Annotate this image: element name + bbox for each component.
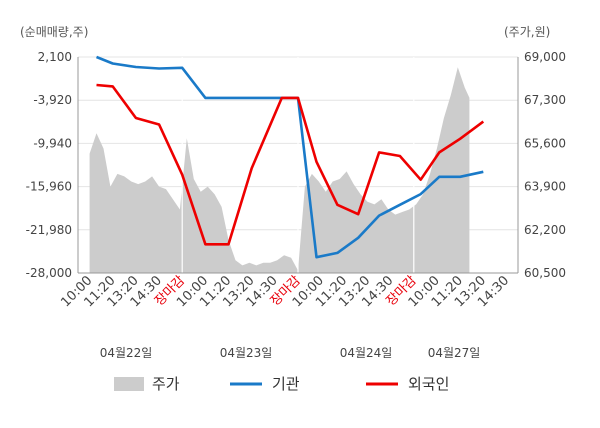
- date-label: 04월27일: [428, 346, 481, 360]
- date-label: 04월23일: [220, 346, 273, 360]
- legend-label-foreigner: 외국인: [408, 375, 449, 393]
- left-axis-unit: (순매매량,주): [20, 25, 88, 39]
- right-tick-label: 63,900: [524, 180, 566, 194]
- foreigner-line: [96, 83, 485, 246]
- left-tick-label: -21,980: [26, 223, 72, 237]
- legend-label-institution: 기관: [272, 375, 300, 393]
- right-tick-label: 69,000: [524, 50, 566, 64]
- legend-label-price: 주가: [152, 375, 180, 393]
- left-tick-label: -15,960: [26, 180, 72, 194]
- legend: 주가 기관 외국인: [114, 375, 449, 393]
- date-label: 04월22일: [100, 346, 153, 360]
- right-tick-label: 62,200: [524, 223, 566, 237]
- x-axis-ticks: 10:0011:2013:2014:30장마감10:0011:2013:2014…: [58, 273, 512, 310]
- plot-area: [77, 55, 519, 274]
- left-tick-label: 2,100: [38, 50, 72, 64]
- left-tick-label: -3,920: [33, 93, 72, 107]
- left-tick-label: -28,000: [26, 266, 72, 280]
- legend-swatch-price: [114, 377, 144, 391]
- right-axis-unit: (주가,원): [504, 25, 550, 39]
- right-tick-label: 60,500: [524, 266, 566, 280]
- left-tick-label: -9,940: [33, 136, 72, 150]
- right-tick-label: 65,600: [524, 136, 566, 150]
- right-tick-label: 67,300: [524, 93, 566, 107]
- date-label: 04월24일: [340, 346, 393, 360]
- y-axis-ticks: 2,100 69,000 -3,920 67,300 -9,940 65,600 -15,9…: [26, 50, 566, 280]
- date-labels: 04월22일 04월23일 04월24일 04월27일: [100, 346, 481, 360]
